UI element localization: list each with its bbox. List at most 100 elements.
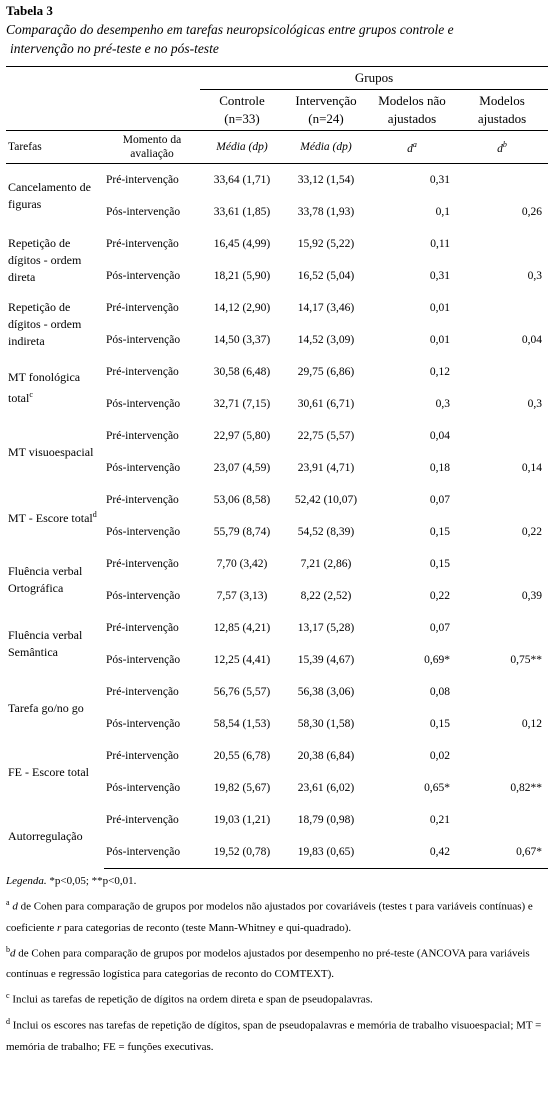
footnote: d Inclui os escores nas tarefas de repet… bbox=[6, 1011, 548, 1058]
task-name: Fluência verbal Ortográfica bbox=[8, 564, 83, 595]
table-head: Grupos Controle (n=33) Intervenção (n=24) … bbox=[6, 66, 549, 164]
header-line: Intervenção bbox=[295, 93, 357, 108]
moment: Pré-intervenção bbox=[106, 494, 179, 506]
effect-size: 0,3 bbox=[435, 398, 450, 410]
mean-sd: 30,58 (6,48) bbox=[213, 366, 271, 378]
column-header: Intervenção (n=24) bbox=[284, 89, 368, 131]
mean-sd: 55,79 (8,74) bbox=[213, 526, 271, 538]
effect-size: 0,75** bbox=[510, 654, 543, 666]
moment: Pós-intervenção bbox=[104, 836, 200, 869]
mean-sd: 33,12 (1,54) bbox=[297, 174, 355, 186]
column-header: Modelos não ajustados bbox=[368, 89, 456, 131]
data-row: MT - Escore totald Pré-intervenção 53,06 (… bbox=[6, 484, 548, 525]
column-header: Controle (n=33) bbox=[200, 89, 284, 131]
mean-sd: 33,78 (1,93) bbox=[297, 206, 355, 218]
mean-sd: 33,61 (1,85) bbox=[213, 206, 271, 218]
mean-sd: 7,70 (3,42) bbox=[216, 558, 268, 570]
data-row: Tarefa go/no go Pré-intervenção 56,76 (5,5… bbox=[6, 676, 548, 715]
table-subtitle: Comparação do desempenho em tarefas neur… bbox=[6, 20, 548, 58]
data-row: Pós-intervenção 32,71 (7,15) 30,61 (6,71) 0… bbox=[6, 388, 548, 420]
subheader: Média (dp) bbox=[200, 130, 284, 164]
legend-note: Legenda. *p<0,05; **p<0,01. bbox=[6, 871, 548, 892]
effect-size: 0,01 bbox=[429, 334, 450, 346]
footnote: bd de Cohen para comparação de grupos po… bbox=[6, 939, 548, 986]
empty-cell bbox=[6, 89, 200, 131]
task-name: Cancelamento de figuras bbox=[8, 180, 91, 211]
mean-sd: 53,06 (8,58) bbox=[213, 494, 271, 506]
mean-sd: 14,17 (3,46) bbox=[297, 302, 355, 314]
table-title: Tabela 3 bbox=[6, 3, 53, 18]
moment: Pós-intervenção bbox=[106, 718, 181, 730]
note-mark: d bbox=[6, 1016, 10, 1026]
effect-size bbox=[456, 804, 548, 836]
data-row: Pós-intervenção 23,07 (4,59) 23,91 (4,71) 0… bbox=[6, 452, 548, 484]
task-cell: Autorregulação bbox=[6, 804, 104, 869]
effect-size bbox=[456, 292, 548, 324]
mean-sd: 14,12 (2,90) bbox=[213, 302, 271, 314]
effect-size bbox=[456, 228, 548, 260]
task-name: Fluência verbal Semântica bbox=[8, 628, 83, 659]
effect-size: 0,21 bbox=[429, 814, 450, 826]
effect-size: 0,26 bbox=[521, 206, 543, 218]
mean-sd: 12,25 (4,41) bbox=[213, 654, 271, 666]
task-cell: Tarefa go/no go bbox=[6, 676, 104, 740]
moment: Pré-intervenção bbox=[106, 302, 179, 314]
moment: Pós-intervenção bbox=[106, 206, 181, 218]
mean-sd: 15,39 (4,67) bbox=[297, 654, 355, 666]
column-header-row: Controle (n=33) Intervenção (n=24) Modelos… bbox=[6, 89, 549, 131]
note-mark: a bbox=[6, 898, 10, 907]
results-table: Grupos Controle (n=33) Intervenção (n=24) … bbox=[6, 66, 549, 869]
header-line: ajustados bbox=[387, 111, 437, 126]
effect-size: 0,11 bbox=[430, 238, 450, 250]
effect-size: 0,14 bbox=[521, 462, 543, 474]
effect-size bbox=[456, 612, 548, 644]
mean-sd: 19,83 (0,65) bbox=[284, 836, 368, 869]
data-row: Autorregulação Pré-intervenção 19,03 (1,21… bbox=[6, 804, 548, 843]
task-cell: MT fonológica totalc bbox=[6, 356, 104, 420]
footnotes: Legenda. *p<0,05; **p<0,01. a d de Cohen… bbox=[6, 871, 548, 1058]
task-cell: Repetição de dígitos - ordem direta bbox=[6, 228, 104, 292]
note-mark: b bbox=[6, 944, 10, 954]
task-cell: MT visuoespacial bbox=[6, 420, 104, 484]
effect-size: 0,04 bbox=[521, 334, 543, 346]
note-mark: c bbox=[6, 991, 10, 1001]
stat-symbol: d bbox=[497, 142, 503, 155]
task-name: Autorregulação bbox=[8, 828, 83, 843]
mean-sd: 13,17 (5,28) bbox=[297, 622, 355, 634]
task-cell: Fluência verbal Ortográfica bbox=[6, 548, 104, 612]
mean-sd: 19,82 (5,67) bbox=[213, 782, 271, 794]
effect-size: 0,22 bbox=[429, 590, 450, 602]
effect-size: 0,12 bbox=[521, 718, 543, 730]
moment: Pós-intervenção bbox=[106, 270, 181, 282]
effect-size: 0,07 bbox=[429, 622, 450, 634]
data-row: Pós-intervenção 12,25 (4,41) 15,39 (4,67) 0… bbox=[6, 644, 548, 676]
task-cell: Cancelamento de figuras bbox=[6, 164, 104, 229]
moment: Pré-intervenção bbox=[106, 366, 179, 378]
mean-sd: 52,42 (10,07) bbox=[294, 494, 358, 506]
column-header: Modelos ajustados bbox=[456, 89, 549, 131]
header-line: (n=24) bbox=[308, 111, 344, 126]
mean-sd: 33,64 (1,71) bbox=[213, 174, 271, 186]
data-row: Repetição de dígitos - ordem indireta Pré… bbox=[6, 292, 548, 348]
mean-sd: 18,21 (5,90) bbox=[213, 270, 271, 282]
moment: Pré-intervenção bbox=[106, 174, 179, 186]
data-row: Pós-intervenção 14,50 (3,37) 14,52 (3,09) 0… bbox=[6, 324, 548, 356]
note-text: Inclui as tarefas de repetição de dígito… bbox=[12, 993, 373, 1006]
note-part: de Cohen para comparação de grupos por m… bbox=[6, 900, 533, 934]
task-name: Repetição de dígitos - ordem direta bbox=[8, 235, 82, 284]
effect-size: 0,42 bbox=[368, 836, 456, 869]
data-row: Fluência verbal Semântica Pré-intervenção… bbox=[6, 612, 548, 659]
effect-size bbox=[456, 420, 548, 452]
mean-sd: 58,54 (1,53) bbox=[213, 718, 271, 730]
mean-sd: 23,91 (4,71) bbox=[297, 462, 355, 474]
mean-sd: 22,97 (5,80) bbox=[213, 430, 271, 442]
mean-sd: 56,38 (3,06) bbox=[297, 686, 355, 698]
effect-size bbox=[456, 740, 548, 772]
mean-sd: 18,79 (0,98) bbox=[297, 814, 355, 826]
mean-sd: 7,57 (3,13) bbox=[216, 590, 268, 602]
moment: Pós-intervenção bbox=[106, 462, 181, 474]
mean-sd: 54,52 (8,39) bbox=[297, 526, 355, 538]
mean-sd: 30,61 (6,71) bbox=[297, 398, 355, 410]
